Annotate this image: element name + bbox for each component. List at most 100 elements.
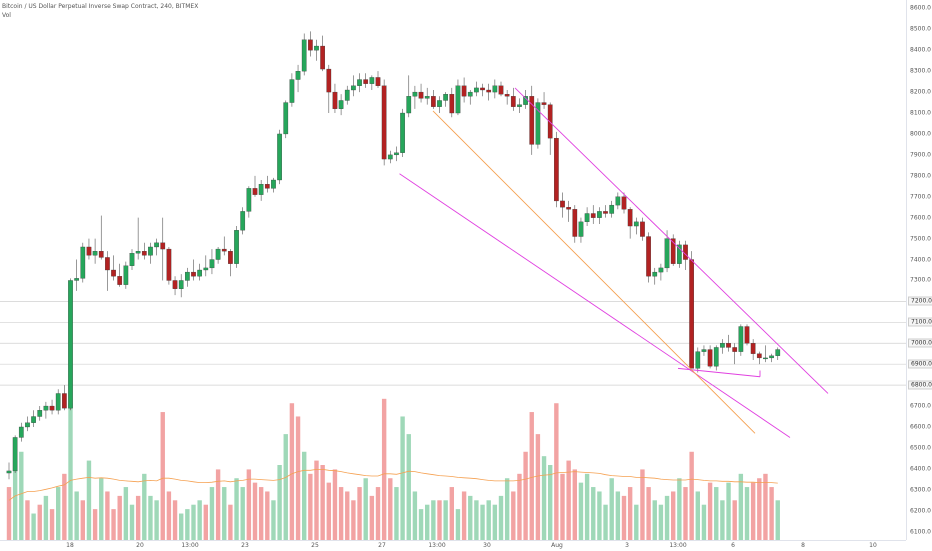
candle-body [49,405,55,411]
candle-body [363,79,369,84]
candle-body [615,196,621,206]
volume-bar [640,469,645,540]
candle-body [683,244,688,260]
candle-body [338,100,344,109]
time-tick-label: 13:00 [669,542,687,549]
candle-body [25,422,30,428]
price-tick-label: 7500.0 [910,235,931,243]
volume-bar [271,500,276,540]
volume-bar [726,482,731,540]
volume-bar [111,509,116,540]
price-tick-label: 7800.0 [910,172,931,180]
candle-body [135,251,141,254]
volume-bar [529,412,534,540]
candle-body [701,349,707,352]
time-tick-label: Aug [551,542,563,549]
candle-body [381,85,387,160]
candle-body [547,104,553,139]
volume-bar [283,434,288,540]
candle-body [252,188,258,195]
price-tick-label: 6500.0 [910,444,931,452]
candle-body [160,242,166,250]
candle-body [744,326,750,344]
volume-bar [578,482,584,540]
time-tick-label: 23 [241,542,249,549]
volume-bar [425,504,430,540]
volume-bar [498,495,504,540]
candle-body [664,238,670,269]
volume-bar [191,504,196,540]
volume-bar [277,465,282,540]
candle-body [775,349,781,356]
volume-bar [185,509,190,540]
price-scale[interactable]: 8600.0 8500.0 8400.0 8300.0 8200.0 8100.0 8000… [906,0,932,540]
volume-bar [172,500,178,540]
candle-body [203,267,209,271]
candle-body [18,426,24,438]
candle-body [523,96,528,105]
volume-bar [443,500,448,540]
volume-bar [135,495,141,540]
volume-bar [658,504,664,540]
candle-body [652,271,658,277]
volume-bar [431,500,436,540]
candle-body [394,152,399,156]
volume-bar [701,504,707,540]
candle-body [406,96,412,114]
volume-bar [775,500,780,540]
candle-body [314,45,319,51]
candle-body [713,347,719,367]
volume-bar [43,495,49,540]
candle-body [92,251,98,256]
candle-body [554,137,559,202]
candle-body [43,405,49,411]
candle-body [646,236,651,277]
volume-bar [123,487,129,540]
candle-body [12,437,18,472]
volume-bar [37,504,42,540]
time-tick-label: 30 [483,542,491,549]
candle-body [689,259,695,369]
volume-bar [671,491,676,540]
price-tick-label: 7200.0 [908,296,932,306]
volume-bar [511,491,516,540]
candle-body [172,280,178,289]
candle-body [529,96,535,145]
time-tick-label: 3 [625,542,629,549]
volume-bar [375,487,381,540]
volume-label: Vol [2,12,11,19]
volume-bar [209,487,215,540]
price-tick-label: 7700.0 [910,193,931,201]
candle-body [720,343,725,348]
candle-body [726,343,731,348]
candle-body [295,71,301,80]
time-scale[interactable]: 18 20 13:00 23 25 27 13:00 30 Aug 3 13:00 6 8 10 [0,540,906,551]
price-tick-label: 6400.0 [910,465,931,473]
candle-body [154,242,159,248]
chart-title: Bitcoin / US Dollar Perpetual Inverse Sw… [2,3,199,10]
volume-bar [461,491,467,540]
volume-bar [689,451,694,540]
price-tick-label: 8200.0 [910,88,931,96]
chart-canvas[interactable] [0,0,906,540]
price-tick-label: 7000.0 [908,338,932,348]
volume-bar [314,460,319,540]
volume-bar [591,487,596,540]
volume-bar [683,487,688,540]
volume-bar [388,478,393,540]
volume-bar [695,491,700,540]
volume-bar [468,495,473,540]
price-tick-label: 7300.0 [910,276,931,284]
candle-body [98,251,104,258]
price-tick-label: 8400.0 [910,46,931,54]
candle-body [443,94,449,101]
channel-upper-line [514,87,829,394]
price-tick-label: 8100.0 [910,109,931,117]
candle-body [633,221,639,227]
candle-body [264,184,270,189]
candle-body [148,246,153,256]
volume-bar [99,478,104,540]
chart-pane[interactable]: Bitcoin / US Dollar Perpetual Inverse Sw… [0,0,906,540]
volume-bar [215,469,221,540]
volume-bar [31,513,36,540]
